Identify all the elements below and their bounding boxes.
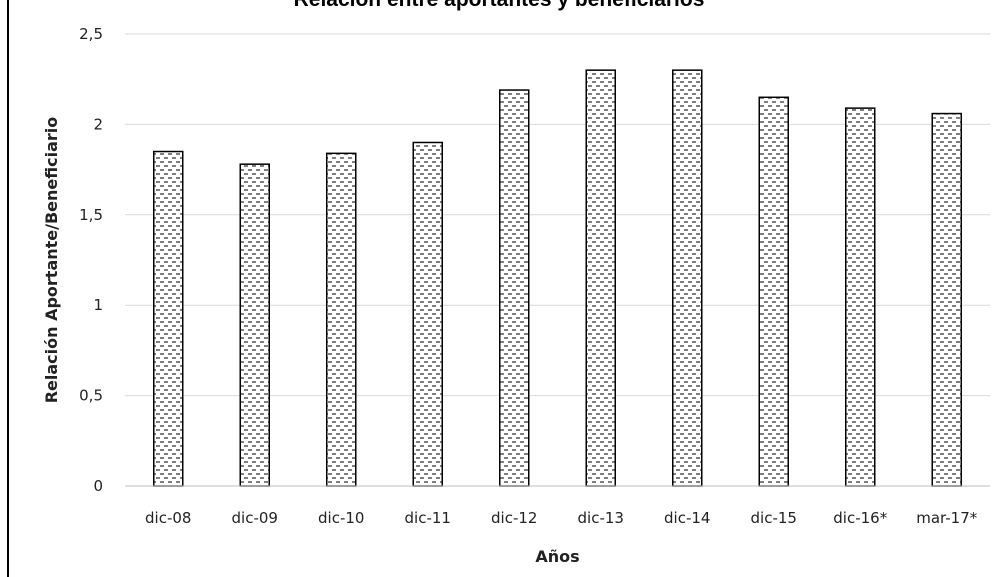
x-tick-label: dic-08: [145, 509, 191, 527]
y-axis-ticks: 0 0,5 1 1,5 2 2,5: [79, 25, 103, 495]
x-tick-label: mar-17*: [916, 509, 978, 527]
x-axis-title: Años: [535, 547, 579, 566]
bar-mar-17*: [931, 112, 962, 487]
x-tick-label: dic-12: [491, 509, 537, 527]
bar-dic-10: [326, 152, 357, 487]
y-tick-label: 0: [93, 477, 103, 495]
x-tick-label: dic-09: [232, 509, 278, 527]
x-axis-ticks: dic-08 dic-09 dic-10 dic-11 dic-12 dic-13 dic-…: [145, 509, 978, 527]
x-tick-label: dic-11: [405, 509, 451, 527]
x-tick-label: dic-16*: [833, 509, 887, 527]
bar-dic-14: [672, 69, 703, 487]
bars: [153, 69, 962, 487]
x-tick-label: dic-10: [318, 509, 364, 527]
bar-dic-08: [153, 150, 184, 487]
bar-dic-11: [412, 141, 443, 487]
bar-dic-16*: [845, 107, 876, 487]
y-axis-title: Relación Aportante/Beneficiario: [42, 117, 61, 404]
y-tick-label: 2: [93, 115, 103, 133]
y-tick-label: 1,5: [79, 206, 103, 224]
bar-dic-09: [239, 163, 270, 487]
bar-dic-12: [499, 89, 530, 487]
chart-title: Relación entre aportantes y beneficiario…: [0, 0, 998, 12]
y-tick-label: 2,5: [79, 25, 103, 43]
x-tick-label: dic-15: [751, 509, 797, 527]
bar-dic-15: [758, 96, 789, 487]
bar-dic-13: [585, 69, 616, 487]
x-tick-label: dic-14: [664, 509, 710, 527]
chart-frame: [7, 0, 998, 577]
y-tick-label: 1: [93, 296, 103, 314]
y-tick-label: 0,5: [79, 387, 103, 405]
x-tick-label: dic-13: [578, 509, 624, 527]
